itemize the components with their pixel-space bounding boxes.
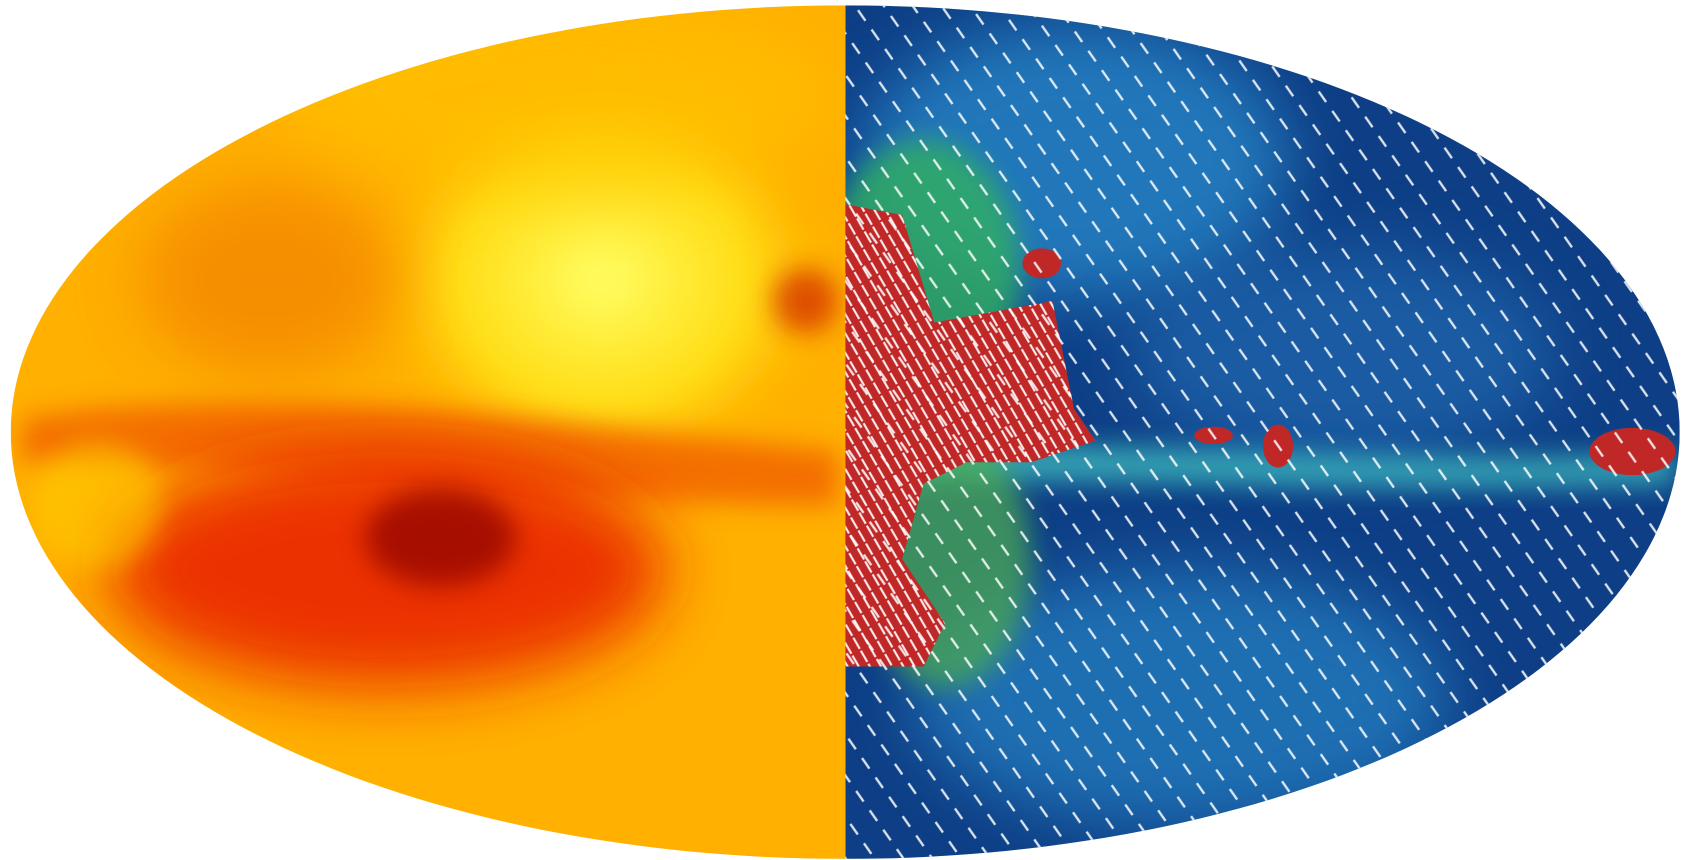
intensity-map (0, 0, 859, 860)
polarization-map (827, 0, 1684, 860)
sky-maps (0, 0, 1684, 860)
page (0, 0, 1684, 860)
